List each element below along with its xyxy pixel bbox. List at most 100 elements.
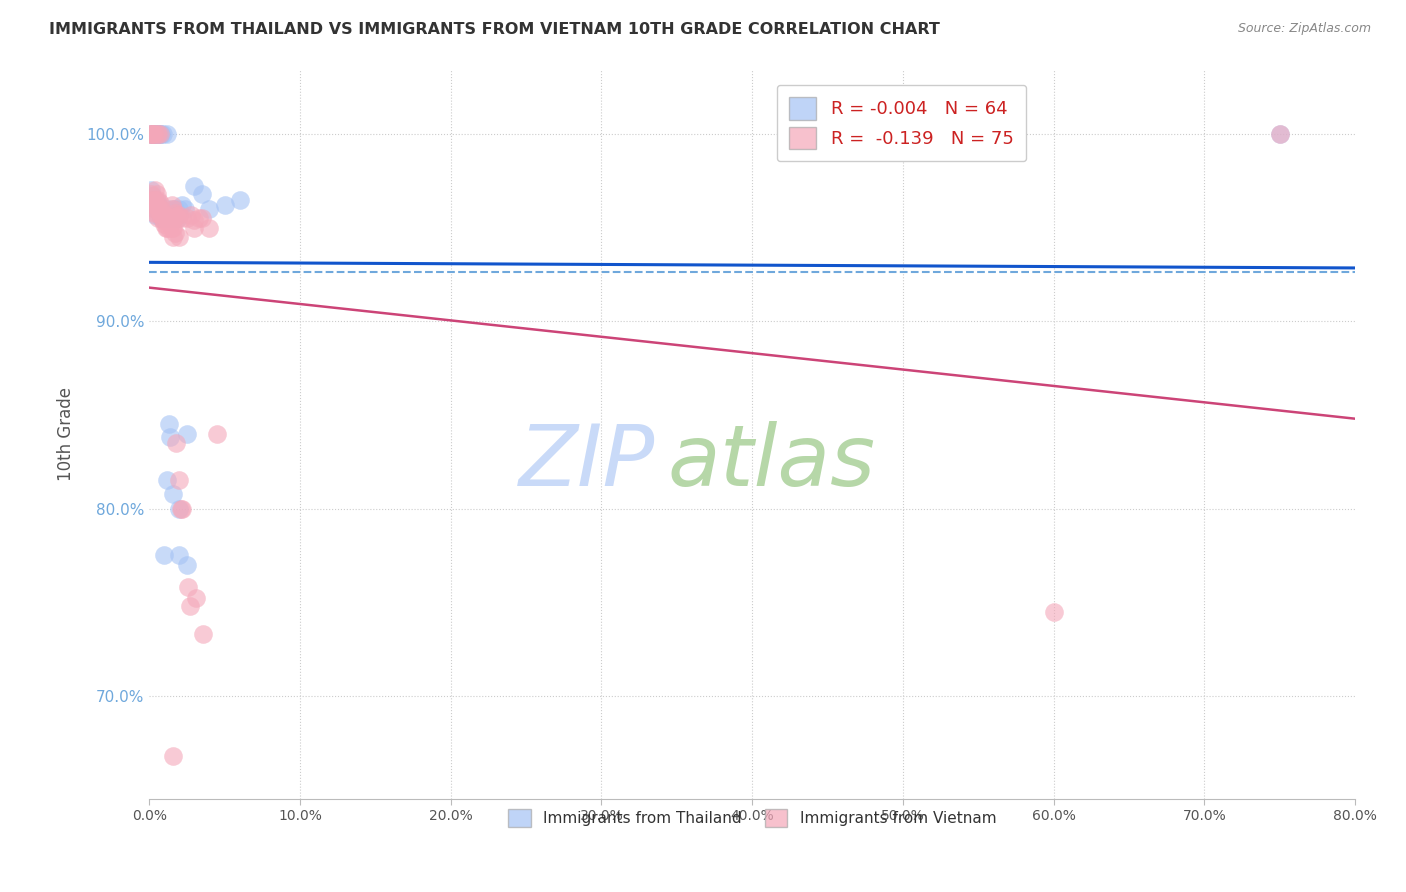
Point	[160, 198, 183, 212]
Point	[162, 486, 184, 500]
Point	[1268, 127, 1291, 141]
Point	[170, 501, 193, 516]
Point	[143, 127, 166, 141]
Point	[159, 211, 181, 226]
Point	[139, 183, 162, 197]
Point	[152, 127, 174, 141]
Point	[172, 211, 194, 226]
Point	[152, 205, 174, 219]
Point	[165, 208, 187, 222]
Point	[143, 127, 166, 141]
Point	[228, 193, 250, 207]
Point	[156, 127, 179, 141]
Point	[148, 193, 170, 207]
Point	[156, 202, 179, 216]
Point	[157, 208, 180, 222]
Point	[166, 211, 188, 226]
Point	[145, 127, 167, 141]
Point	[145, 205, 167, 219]
Point	[198, 202, 221, 216]
Point	[153, 211, 176, 226]
Y-axis label: 10th Grade: 10th Grade	[58, 386, 75, 481]
Point	[176, 426, 198, 441]
Point	[162, 748, 184, 763]
Point	[159, 217, 181, 231]
Point	[1268, 127, 1291, 141]
Point	[160, 202, 183, 216]
Point	[145, 186, 167, 201]
Point	[179, 599, 201, 613]
Point	[169, 230, 191, 244]
Point	[165, 210, 187, 224]
Point	[159, 430, 181, 444]
Point	[180, 208, 202, 222]
Point	[149, 127, 172, 141]
Point	[143, 127, 166, 141]
Point	[142, 198, 165, 212]
Point	[148, 127, 170, 141]
Point	[148, 127, 170, 141]
Point	[149, 205, 172, 219]
Point	[166, 211, 188, 226]
Point	[143, 208, 166, 222]
Point	[148, 198, 170, 212]
Point	[169, 549, 191, 563]
Point	[157, 220, 180, 235]
Point	[183, 179, 205, 194]
Point	[169, 474, 191, 488]
Point	[156, 220, 179, 235]
Point	[148, 202, 170, 216]
Point	[177, 580, 200, 594]
Point	[205, 426, 228, 441]
Point	[141, 189, 163, 203]
Point	[172, 501, 194, 516]
Point	[153, 208, 176, 222]
Point	[149, 205, 172, 219]
Point	[183, 220, 205, 235]
Point	[148, 211, 170, 226]
Point	[214, 198, 236, 212]
Text: Source: ZipAtlas.com: Source: ZipAtlas.com	[1237, 22, 1371, 36]
Point	[162, 211, 184, 226]
Point	[153, 217, 176, 231]
Point	[141, 127, 163, 141]
Point	[155, 211, 177, 226]
Point	[163, 227, 186, 241]
Point	[162, 220, 184, 235]
Point	[160, 208, 183, 222]
Point	[139, 127, 162, 141]
Point	[176, 211, 198, 226]
Point	[174, 202, 197, 216]
Point	[139, 127, 162, 141]
Point	[148, 127, 170, 141]
Point	[157, 211, 180, 226]
Point	[191, 211, 214, 226]
Point	[142, 193, 165, 207]
Point	[162, 202, 184, 216]
Text: atlas: atlas	[668, 421, 876, 504]
Point	[145, 127, 167, 141]
Point	[142, 127, 165, 141]
Point	[156, 211, 179, 226]
Point	[139, 127, 162, 141]
Text: IMMIGRANTS FROM THAILAND VS IMMIGRANTS FROM VIETNAM 10TH GRADE CORRELATION CHART: IMMIGRANTS FROM THAILAND VS IMMIGRANTS F…	[49, 22, 941, 37]
Text: ZIP: ZIP	[519, 421, 655, 504]
Point	[143, 127, 166, 141]
Point	[142, 194, 165, 209]
Point	[187, 211, 209, 226]
Point	[145, 198, 167, 212]
Point	[145, 127, 167, 141]
Point	[152, 208, 174, 222]
Point	[149, 127, 172, 141]
Point	[176, 558, 198, 572]
Point	[172, 198, 194, 212]
Point	[150, 210, 173, 224]
Point	[150, 202, 173, 216]
Point	[156, 474, 179, 488]
Point	[142, 127, 165, 141]
Point	[145, 194, 167, 209]
Point	[165, 436, 187, 450]
Point	[143, 193, 166, 207]
Point	[141, 193, 163, 207]
Point	[139, 186, 162, 201]
